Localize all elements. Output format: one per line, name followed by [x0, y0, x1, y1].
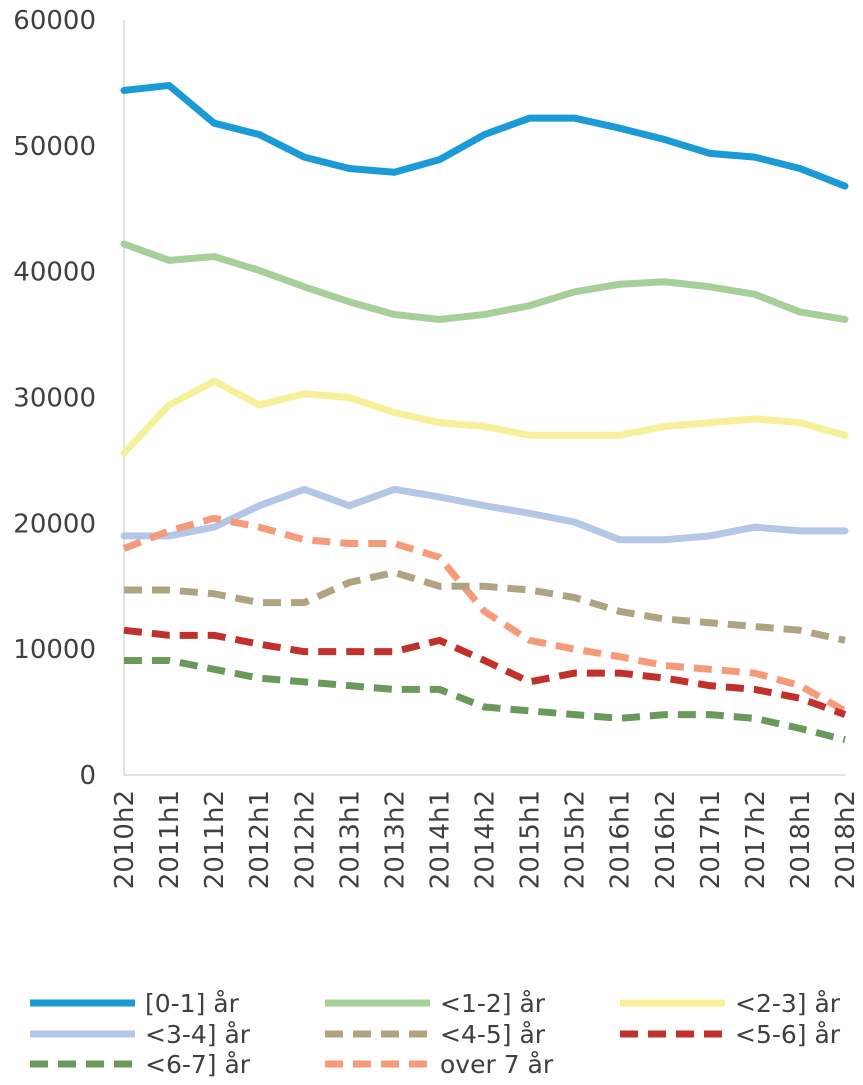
- x-tick-label: 2012h1: [245, 790, 275, 889]
- x-tick-label: 2017h2: [741, 790, 771, 889]
- legend-label: <5-6] år: [735, 1020, 841, 1049]
- y-tick-label: 50000: [13, 132, 96, 162]
- y-tick-label: 60000: [13, 6, 96, 36]
- series-line: [120, 485, 849, 544]
- legend-item: [0-1] år: [30, 989, 240, 1018]
- x-tick-label: 2011h2: [200, 790, 230, 889]
- series-line: [124, 568, 846, 644]
- x-tick-label: 2017h1: [696, 790, 726, 889]
- legend-item: <3-4] år: [30, 1020, 251, 1049]
- x-tick-label: 2018h1: [786, 790, 816, 889]
- series-line: [124, 656, 846, 744]
- series-line: [120, 377, 849, 457]
- series-line: [123, 626, 847, 718]
- series-line: [122, 514, 847, 714]
- legend-item: <6-7] år: [30, 1050, 251, 1079]
- x-tick-label: 2016h2: [651, 790, 681, 889]
- y-tick-label: 20000: [13, 509, 96, 539]
- legend-label: [0-1] år: [145, 989, 240, 1018]
- y-tick-label: 0: [79, 761, 96, 791]
- legend-label: over 7 år: [440, 1050, 554, 1079]
- legend-label: <3-4] år: [145, 1020, 251, 1049]
- x-tick-label: 2010h2: [110, 790, 140, 889]
- legend-item: <4-5] år: [325, 1020, 546, 1049]
- x-tick-label: 2013h2: [380, 790, 410, 889]
- legend-label: <6-7] år: [145, 1050, 251, 1079]
- series-line: [120, 81, 849, 190]
- x-tick-label: 2014h1: [425, 790, 455, 889]
- y-tick-label: 40000: [13, 258, 96, 288]
- y-tick-label: 30000: [13, 384, 96, 414]
- y-tick-label: 10000: [13, 635, 96, 665]
- legend-item: <5-6] år: [620, 1020, 841, 1049]
- x-tick-label: 2014h2: [471, 790, 501, 889]
- legend-label: <1-2] år: [440, 989, 546, 1018]
- legend-item: <2-3] år: [620, 989, 841, 1018]
- legend-label: <4-5] år: [440, 1020, 546, 1049]
- x-tick-label: 2013h1: [335, 790, 365, 889]
- series-line: [120, 240, 849, 323]
- x-tick-label: 2015h1: [516, 790, 546, 889]
- legend-item: over 7 år: [325, 1050, 554, 1079]
- x-tick-label: 2012h2: [290, 790, 320, 889]
- x-tick-label: 2011h1: [155, 790, 185, 889]
- x-tick-label: 2015h2: [561, 790, 591, 889]
- legend-label: <2-3] år: [735, 989, 841, 1018]
- x-tick-label: 2018h2: [831, 790, 861, 889]
- legend-item: <1-2] år: [325, 989, 546, 1018]
- x-tick-label: 2016h1: [606, 790, 636, 889]
